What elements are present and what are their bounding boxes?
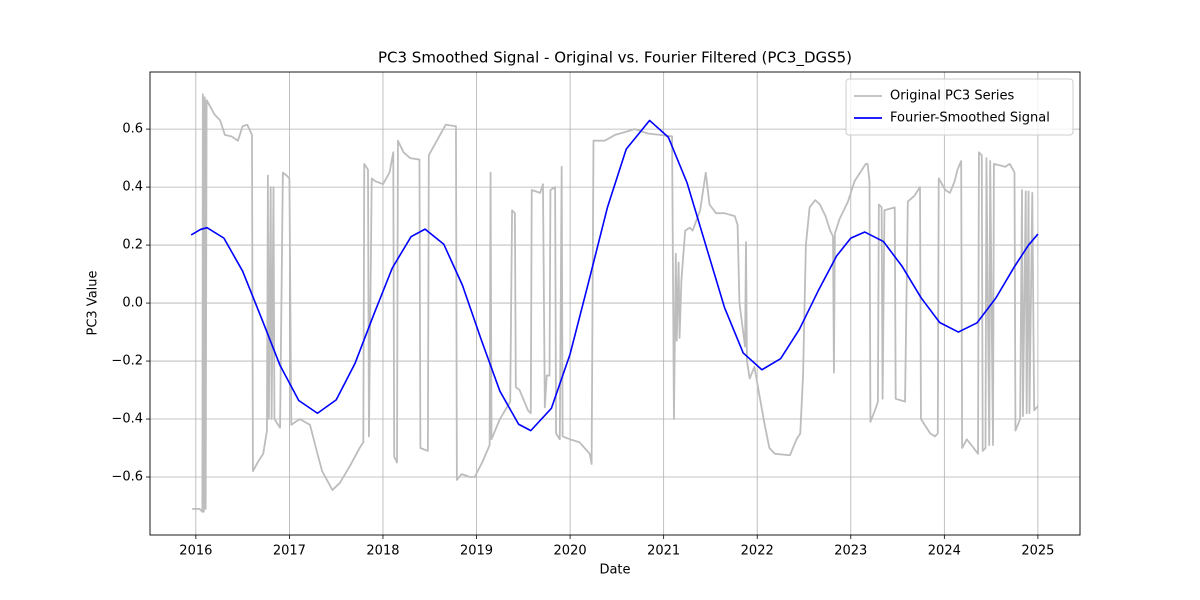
legend-label: Fourier-Smoothed Signal bbox=[890, 111, 1050, 126]
y-tick-label: −0.4 bbox=[111, 412, 143, 427]
x-axis-label: Date bbox=[599, 563, 630, 578]
series-line bbox=[190, 119, 1039, 432]
x-tick-label: 2021 bbox=[647, 544, 680, 559]
x-tick-label: 2025 bbox=[1021, 544, 1054, 559]
x-tick-label: 2024 bbox=[928, 544, 961, 559]
y-tick-label: 0.0 bbox=[122, 296, 143, 311]
x-tick-label: 2018 bbox=[366, 544, 399, 559]
y-tick-label: −0.6 bbox=[111, 470, 143, 485]
x-tick-label: 2017 bbox=[273, 544, 306, 559]
y-tick-label: 0.6 bbox=[122, 122, 143, 137]
y-axis-label: PC3 Value bbox=[86, 270, 101, 335]
y-tick-label: −0.2 bbox=[111, 354, 143, 369]
chart-title: PC3 Smoothed Signal - Original vs. Fouri… bbox=[378, 49, 852, 68]
series-line bbox=[192, 93, 1039, 513]
x-tick-label: 2019 bbox=[460, 544, 493, 559]
legend: Original PC3 Series Fourier-Smoothed Sign… bbox=[845, 78, 1074, 136]
x-tick-label: 2023 bbox=[834, 544, 867, 559]
x-tick-label: 2020 bbox=[554, 544, 587, 559]
y-tick-label: 0.2 bbox=[122, 238, 143, 253]
legend-label: Original PC3 Series bbox=[890, 89, 1015, 104]
x-tick-label: 2022 bbox=[741, 544, 774, 559]
x-tick-label: 2016 bbox=[179, 544, 212, 559]
y-tick-label: 0.4 bbox=[122, 180, 143, 195]
legend-box bbox=[845, 78, 1074, 136]
plot-frame bbox=[149, 71, 1081, 536]
